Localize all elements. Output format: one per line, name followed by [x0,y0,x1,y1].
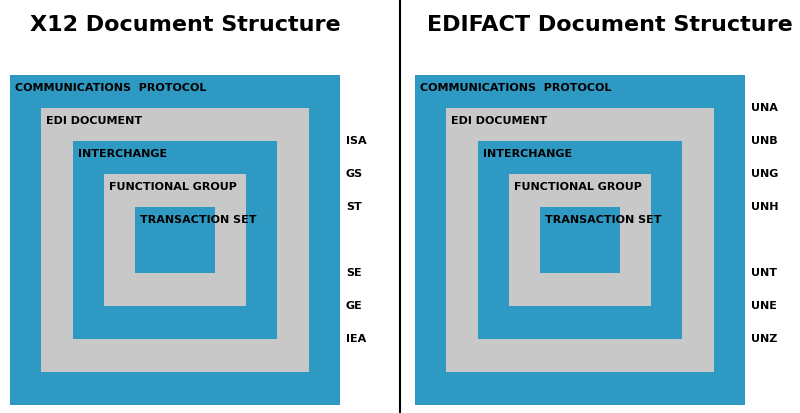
Text: UNA: UNA [751,103,778,113]
Bar [135,207,214,273]
Bar [446,108,714,372]
Text: TRANSACTION SET: TRANSACTION SET [546,215,662,225]
Bar [415,75,745,405]
Bar [73,141,278,339]
Text: TRANSACTION SET: TRANSACTION SET [140,215,257,225]
Bar [10,75,340,405]
Text: INTERCHANGE: INTERCHANGE [78,149,166,159]
Bar [541,207,619,273]
Text: UNE: UNE [751,301,777,311]
Bar [478,141,682,339]
Bar [104,174,246,306]
Text: EDI DOCUMENT: EDI DOCUMENT [46,116,142,126]
Text: EDI DOCUMENT: EDI DOCUMENT [451,116,547,126]
Text: X12 Document Structure: X12 Document Structure [30,15,340,35]
Text: FUNCTIONAL GROUP: FUNCTIONAL GROUP [109,182,237,192]
Text: ISA: ISA [346,136,366,146]
Text: INTERCHANGE: INTERCHANGE [482,149,572,159]
Text: GS: GS [346,169,363,179]
Text: GE: GE [346,301,362,311]
Text: COMMUNICATIONS  PROTOCOL: COMMUNICATIONS PROTOCOL [420,83,611,93]
Text: SE: SE [346,268,362,278]
Bar [42,108,309,372]
Text: IEA: IEA [346,334,366,344]
Text: EDIFACT Document Structure: EDIFACT Document Structure [427,15,793,35]
Bar [509,174,651,306]
Text: ST: ST [346,202,362,212]
Text: COMMUNICATIONS  PROTOCOL: COMMUNICATIONS PROTOCOL [15,83,206,93]
Text: UNZ: UNZ [751,334,778,344]
Text: UNG: UNG [751,169,778,179]
Text: UNH: UNH [751,202,778,212]
Text: FUNCTIONAL GROUP: FUNCTIONAL GROUP [514,182,642,192]
Text: UNB: UNB [751,136,778,146]
Text: UNT: UNT [751,268,777,278]
